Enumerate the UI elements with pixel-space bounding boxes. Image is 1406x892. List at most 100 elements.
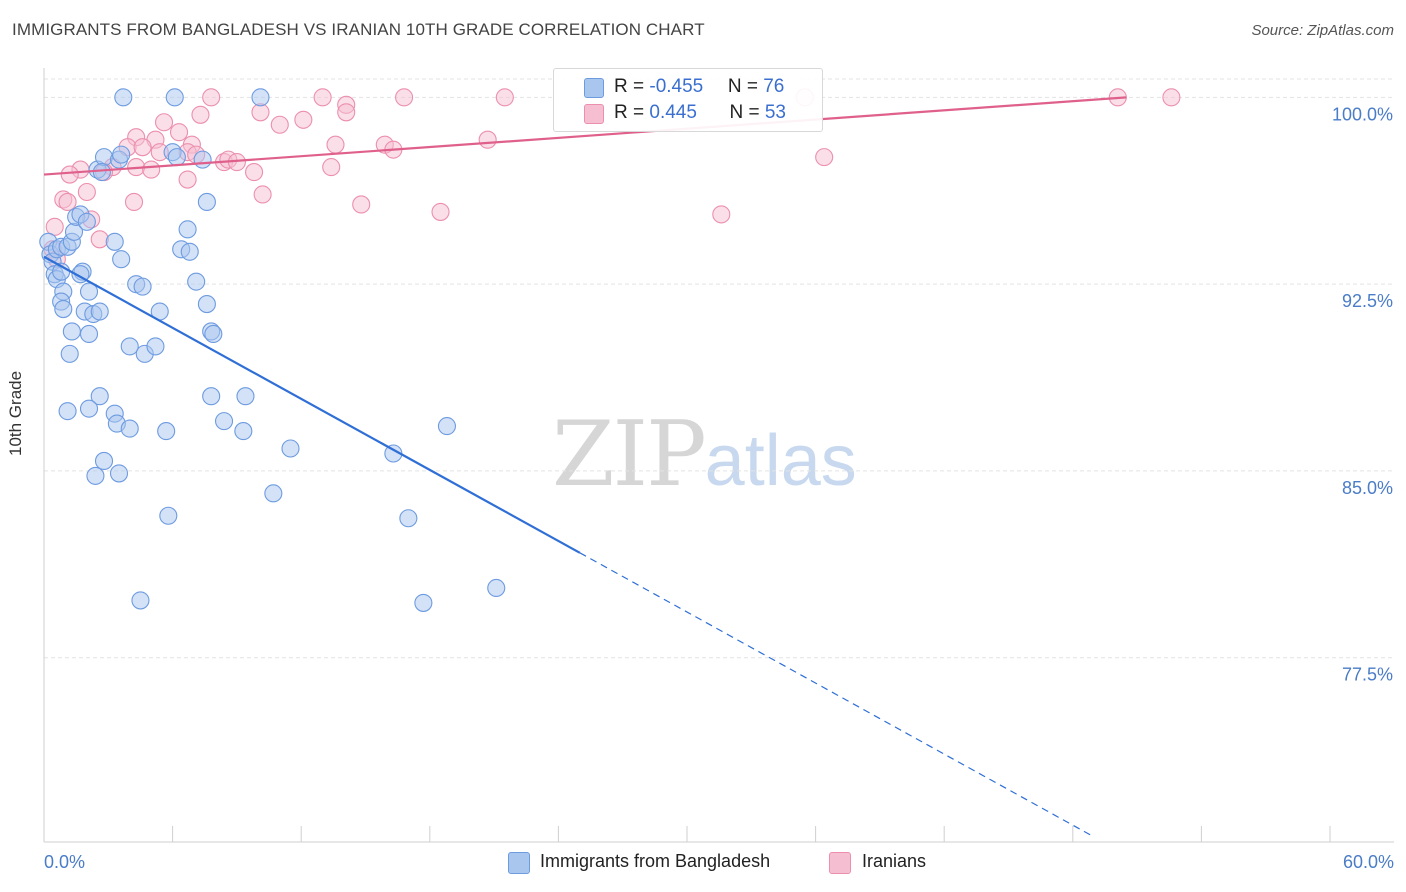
point-iranians [431,202,450,221]
chart-source: Source: ZipAtlas.com [1251,22,1394,39]
legend-label-iranians[interactable]: Iranians [862,851,927,871]
point-bangladesh [165,88,184,107]
legend-label-bangladesh[interactable]: Immigrants from Bangladesh [540,851,771,871]
point-bangladesh [60,344,79,363]
point-bangladesh [112,250,131,269]
point-bangladesh [264,484,283,503]
stats-blue-n-label: N = [727,76,764,97]
point-iranians [495,88,514,107]
point-iranians [45,217,64,236]
point-bangladesh [77,212,96,231]
point-bangladesh [79,282,99,301]
point-iranians [337,103,356,122]
stats-pink-r-label: R = [614,102,650,123]
point-iranians [712,205,731,224]
axis-layer [43,68,1394,843]
point-bangladesh [54,299,73,319]
point-bangladesh [236,387,255,406]
point-bangladesh [437,417,456,436]
y-tick-label: 100.0% [1332,104,1393,124]
point-bangladesh [251,88,270,107]
stats-pink-r-value: 0.445 [649,102,697,123]
point-bangladesh [133,277,152,296]
point-bangladesh [157,422,176,441]
point-bangladesh [204,324,223,343]
legend-swatch-bangladesh[interactable] [508,852,530,874]
y-tick-labels: 100.0% 92.5% 85.0% 77.5% [1332,104,1393,684]
point-iranians [142,160,161,179]
point-bangladesh [281,439,300,458]
point-bangladesh [193,150,212,169]
point-bangladesh [180,242,199,261]
point-iranians [352,195,371,214]
stats-blue-r-value: -0.455 [649,76,704,97]
point-iranians [191,105,210,124]
point-bangladesh [167,148,186,167]
stats-pink-n-label: N = [729,102,765,123]
point-iranians [395,88,414,107]
point-bangladesh [202,387,221,406]
point-bangladesh [487,578,506,598]
point-iranians [1162,88,1181,107]
point-bangladesh [105,232,124,251]
watermark: ZIPatlas [552,402,857,507]
point-bangladesh [112,145,131,164]
legend-swatch-iranians[interactable] [829,852,851,874]
stats-pink-n-value: 53 [764,102,786,123]
point-iranians [313,88,332,107]
point-bangladesh [399,509,418,528]
point-bangladesh [79,399,99,418]
point-bangladesh [90,387,109,406]
y-tick-label: 77.5% [1342,665,1393,685]
stats-row-blue: R = -0.455 N = 76 [614,76,784,98]
point-iranians [133,138,152,157]
point-bangladesh [62,322,81,341]
y-tick-label: 92.5% [1342,291,1393,311]
point-iranians [478,130,497,149]
point-bangladesh [197,295,216,314]
point-bangladesh [58,402,77,421]
point-iranians [202,88,221,107]
point-iranians [178,170,197,189]
point-iranians [270,115,289,134]
point-bangladesh [178,220,197,239]
point-bangladesh [109,464,129,483]
stats-legend: R = -0.455 N = 76 R = 0.445 N = 53 [553,68,823,132]
point-bangladesh [86,466,105,485]
point-bangladesh [120,419,139,438]
point-iranians [244,163,264,182]
x-tick-label-min: 0.0% [44,852,86,872]
stats-blue-n-value: 76 [763,76,785,97]
x-tick-label-max: 60.0% [1342,852,1394,872]
point-bangladesh [92,163,111,182]
y-tick-label: 85.0% [1342,478,1393,498]
stats-swatch-blue [584,78,604,98]
stats-row-pink: R = 0.445 N = 53 [614,102,786,124]
chart-title: IMMIGRANTS FROM BANGLADESH VS IRANIAN 10… [12,20,705,39]
point-iranians [124,192,144,212]
point-bangladesh [114,88,133,107]
point-bangladesh [187,272,206,291]
point-bangladesh [197,192,216,212]
point-bangladesh [120,337,139,356]
point-bangladesh [146,337,165,356]
point-bangladesh [234,422,253,441]
point-iranians [253,185,272,204]
point-bangladesh [414,593,433,612]
point-bangladesh [131,591,150,610]
watermark-atlas: atlas [704,421,857,501]
point-iranians [60,165,79,184]
point-iranians [815,148,834,167]
point-bangladesh [90,302,109,321]
point-bangladesh [79,324,99,343]
stats-blue-r-label: R = [614,76,650,97]
point-bangladesh [94,148,114,167]
watermark-zip: ZIP [552,402,707,507]
point-iranians [294,110,313,129]
point-iranians [58,192,77,212]
series-legend: Immigrants from Bangladesh Iranians [0,851,1406,879]
stats-swatch-pink [584,104,604,124]
trend-line-iranians [43,96,1127,176]
point-iranians [169,123,189,142]
